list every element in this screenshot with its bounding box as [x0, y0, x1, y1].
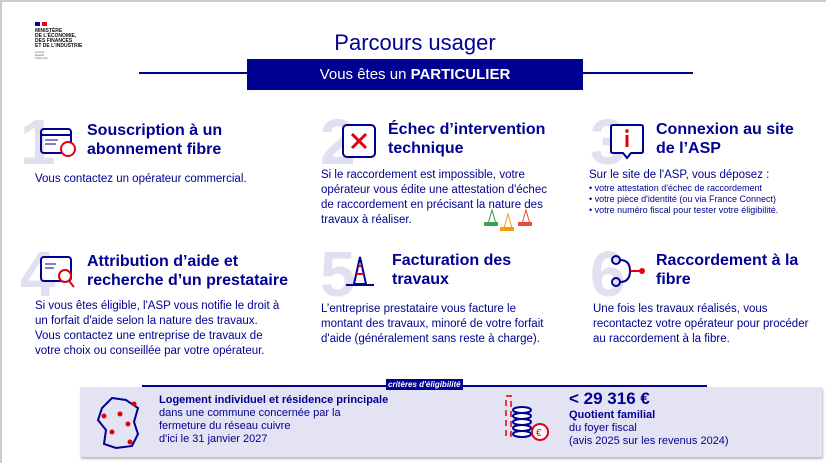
step-body: Une fois les travaux réalisés, vous reco…	[593, 303, 809, 345]
browser-globe-icon	[40, 128, 76, 157]
income-line: (avis 2025 sur les revenus 2024)	[569, 435, 729, 447]
income-amount: < 29 316 €	[569, 389, 650, 408]
page-title: Parcours usager	[334, 30, 496, 55]
housing-line: d'ici le 31 janvier 2027	[159, 433, 268, 445]
fiber-connection-icon	[611, 255, 645, 287]
step-body: Sur le site de l'ASP, vous déposez : votr…	[589, 168, 824, 216]
divider-right	[583, 72, 693, 74]
bullet-item: votre attestation d'échec de raccordemen…	[589, 183, 824, 194]
step-body: Si le raccordement est impossible, votre…	[321, 169, 547, 226]
income-criterion: < 29 316 € Quotient familial du foyer fisc…	[569, 389, 809, 448]
step-title: Souscription à un abonnement fibre	[87, 122, 223, 158]
audience-banner: Vous êtes un PARTICULIER	[247, 59, 583, 90]
step-body: Vous contactez un opérateur commercial.	[35, 173, 247, 185]
search-document-icon	[40, 256, 75, 288]
error-x-icon	[342, 124, 376, 158]
bullet-item: votre pièce d'identité (ou via France Co…	[589, 194, 824, 205]
housing-line: dans une commune concernée par la	[159, 407, 341, 419]
step-title: Raccordement à la fibre	[656, 252, 799, 288]
step-body-intro: Sur le site de l'ASP, vous déposez :	[589, 169, 770, 181]
step-title: Facturation des travaux	[392, 252, 512, 288]
traffic-cones-icon	[484, 208, 532, 231]
ministry-name: MINISTÈRE DE L'ÉCONOMIE, DES FINANCES ET…	[35, 28, 83, 49]
info-bubble-icon	[610, 124, 644, 160]
bullet-item: votre numéro fiscal pour tester votre él…	[589, 205, 824, 216]
ministry-motto: Liberté Égalité Fraternité	[35, 50, 48, 60]
housing-line: fermeture du réseau cuivre	[159, 420, 291, 432]
housing-title: Logement individuel et résidence princip…	[159, 394, 389, 406]
step-title: Connexion au site de l’ASP	[656, 121, 794, 157]
income-line: du foyer fiscal	[569, 422, 637, 434]
divider-left	[139, 72, 247, 74]
housing-criterion: Logement individuel et résidence princip…	[159, 394, 409, 446]
traffic-cone-icon	[346, 256, 374, 286]
france-map-pins-icon	[96, 396, 140, 450]
step-body: L’entreprise prestataire vous facture le…	[321, 303, 544, 345]
step-number: 1	[20, 106, 56, 178]
step-title: Échec d’intervention technique	[388, 121, 546, 157]
svg-text:€: €	[536, 428, 542, 439]
income-title: Quotient familial	[569, 409, 656, 421]
criteria-label: critères d'éligibilité	[386, 379, 463, 390]
eligibility-criteria-panel	[80, 387, 822, 457]
step-body: Si vous êtes éligible, l'ASP vous notifi…	[35, 300, 280, 357]
step-number: 6	[590, 238, 626, 310]
step-number: 5	[320, 238, 356, 310]
ministry-logo: MINISTÈRE DE L'ÉCONOMIE, DES FINANCES ET…	[35, 22, 95, 60]
euro-coins-icon: €	[505, 395, 549, 441]
step-title: Attribution d’aide et recherche d’un pre…	[87, 253, 288, 289]
